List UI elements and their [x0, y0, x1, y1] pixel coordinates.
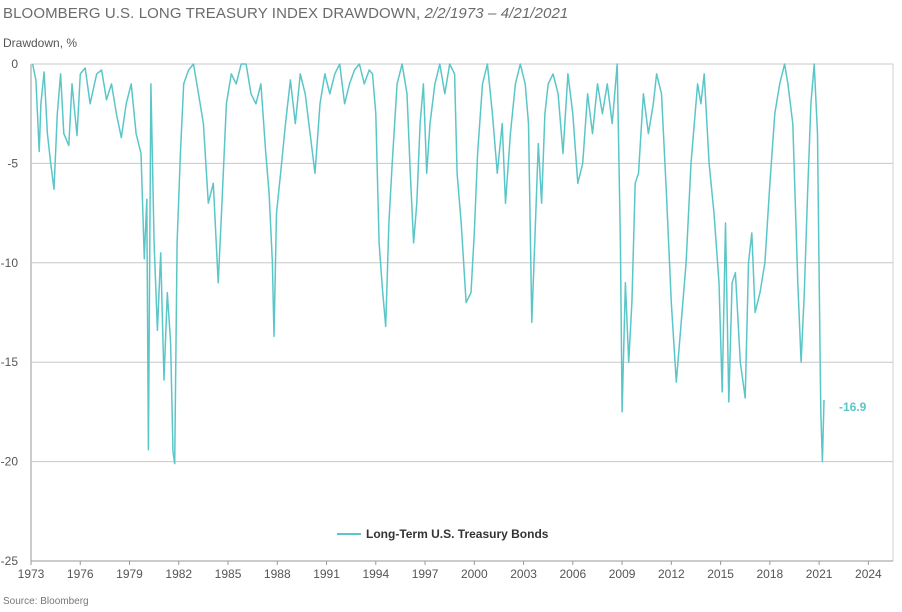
- legend: Long-Term U.S. Treasury Bonds: [337, 527, 549, 541]
- series-group: [31, 63, 825, 465]
- y-tick-labels: 0 -5 -10 -15 -20 -25: [1, 57, 19, 568]
- x-tick-label: 1979: [116, 567, 143, 581]
- legend-label: Long-Term U.S. Treasury Bonds: [366, 527, 549, 541]
- x-tick-label: 2024: [855, 567, 882, 581]
- y-tick-label: -25: [1, 554, 19, 568]
- x-tick-label: 1976: [67, 567, 94, 581]
- x-tick-label: 1997: [412, 567, 439, 581]
- x-tick-label: 2000: [461, 567, 488, 581]
- chart-title: BLOOMBERG U.S. LONG TREASURY INDEX DRAWD…: [3, 5, 568, 22]
- x-tick-label: 2015: [707, 567, 734, 581]
- gridlines: [30, 63, 894, 562]
- y-tick-label: -5: [7, 156, 18, 170]
- x-tick-labels: 1973 1976 1979 1982 1985 1988 1991 1994 1997 2000…: [18, 561, 882, 581]
- x-tick-label: 1988: [264, 567, 291, 581]
- y-tick-label: -15: [1, 355, 19, 369]
- source-note: Source: Bloomberg: [3, 596, 89, 607]
- y-tick-label: -10: [1, 256, 19, 270]
- x-tick-label: 2018: [757, 567, 784, 581]
- x-tick-label: 1973: [18, 567, 45, 581]
- y-tick-label: 0: [11, 57, 18, 71]
- x-tick-label: 1985: [215, 567, 242, 581]
- series-line: [31, 63, 825, 465]
- x-tick-label: 1994: [362, 567, 389, 581]
- x-tick-label: 2021: [806, 567, 833, 581]
- title-text: BLOOMBERG U.S. LONG TREASURY INDEX DRAWD…: [3, 5, 421, 22]
- x-tick-label: 2003: [510, 567, 537, 581]
- x-tick-label: 2006: [559, 567, 586, 581]
- x-tick-label: 1982: [165, 567, 192, 581]
- chart-subtitle: 2/2/1973 – 4/21/2021: [424, 5, 569, 22]
- end-value-label: -16.9: [839, 400, 867, 414]
- y-axis-label: Drawdown, %: [3, 36, 78, 50]
- y-tick-label: -20: [1, 455, 19, 469]
- x-tick-label: 2012: [658, 567, 685, 581]
- x-tick-label: 2009: [609, 567, 636, 581]
- x-tick-label: 1991: [313, 567, 340, 581]
